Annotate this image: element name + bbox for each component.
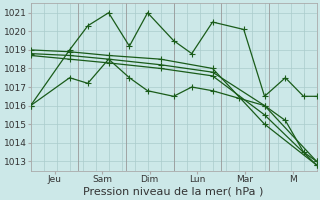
X-axis label: Pression niveau de la mer( hPa ): Pression niveau de la mer( hPa ): [84, 187, 264, 197]
